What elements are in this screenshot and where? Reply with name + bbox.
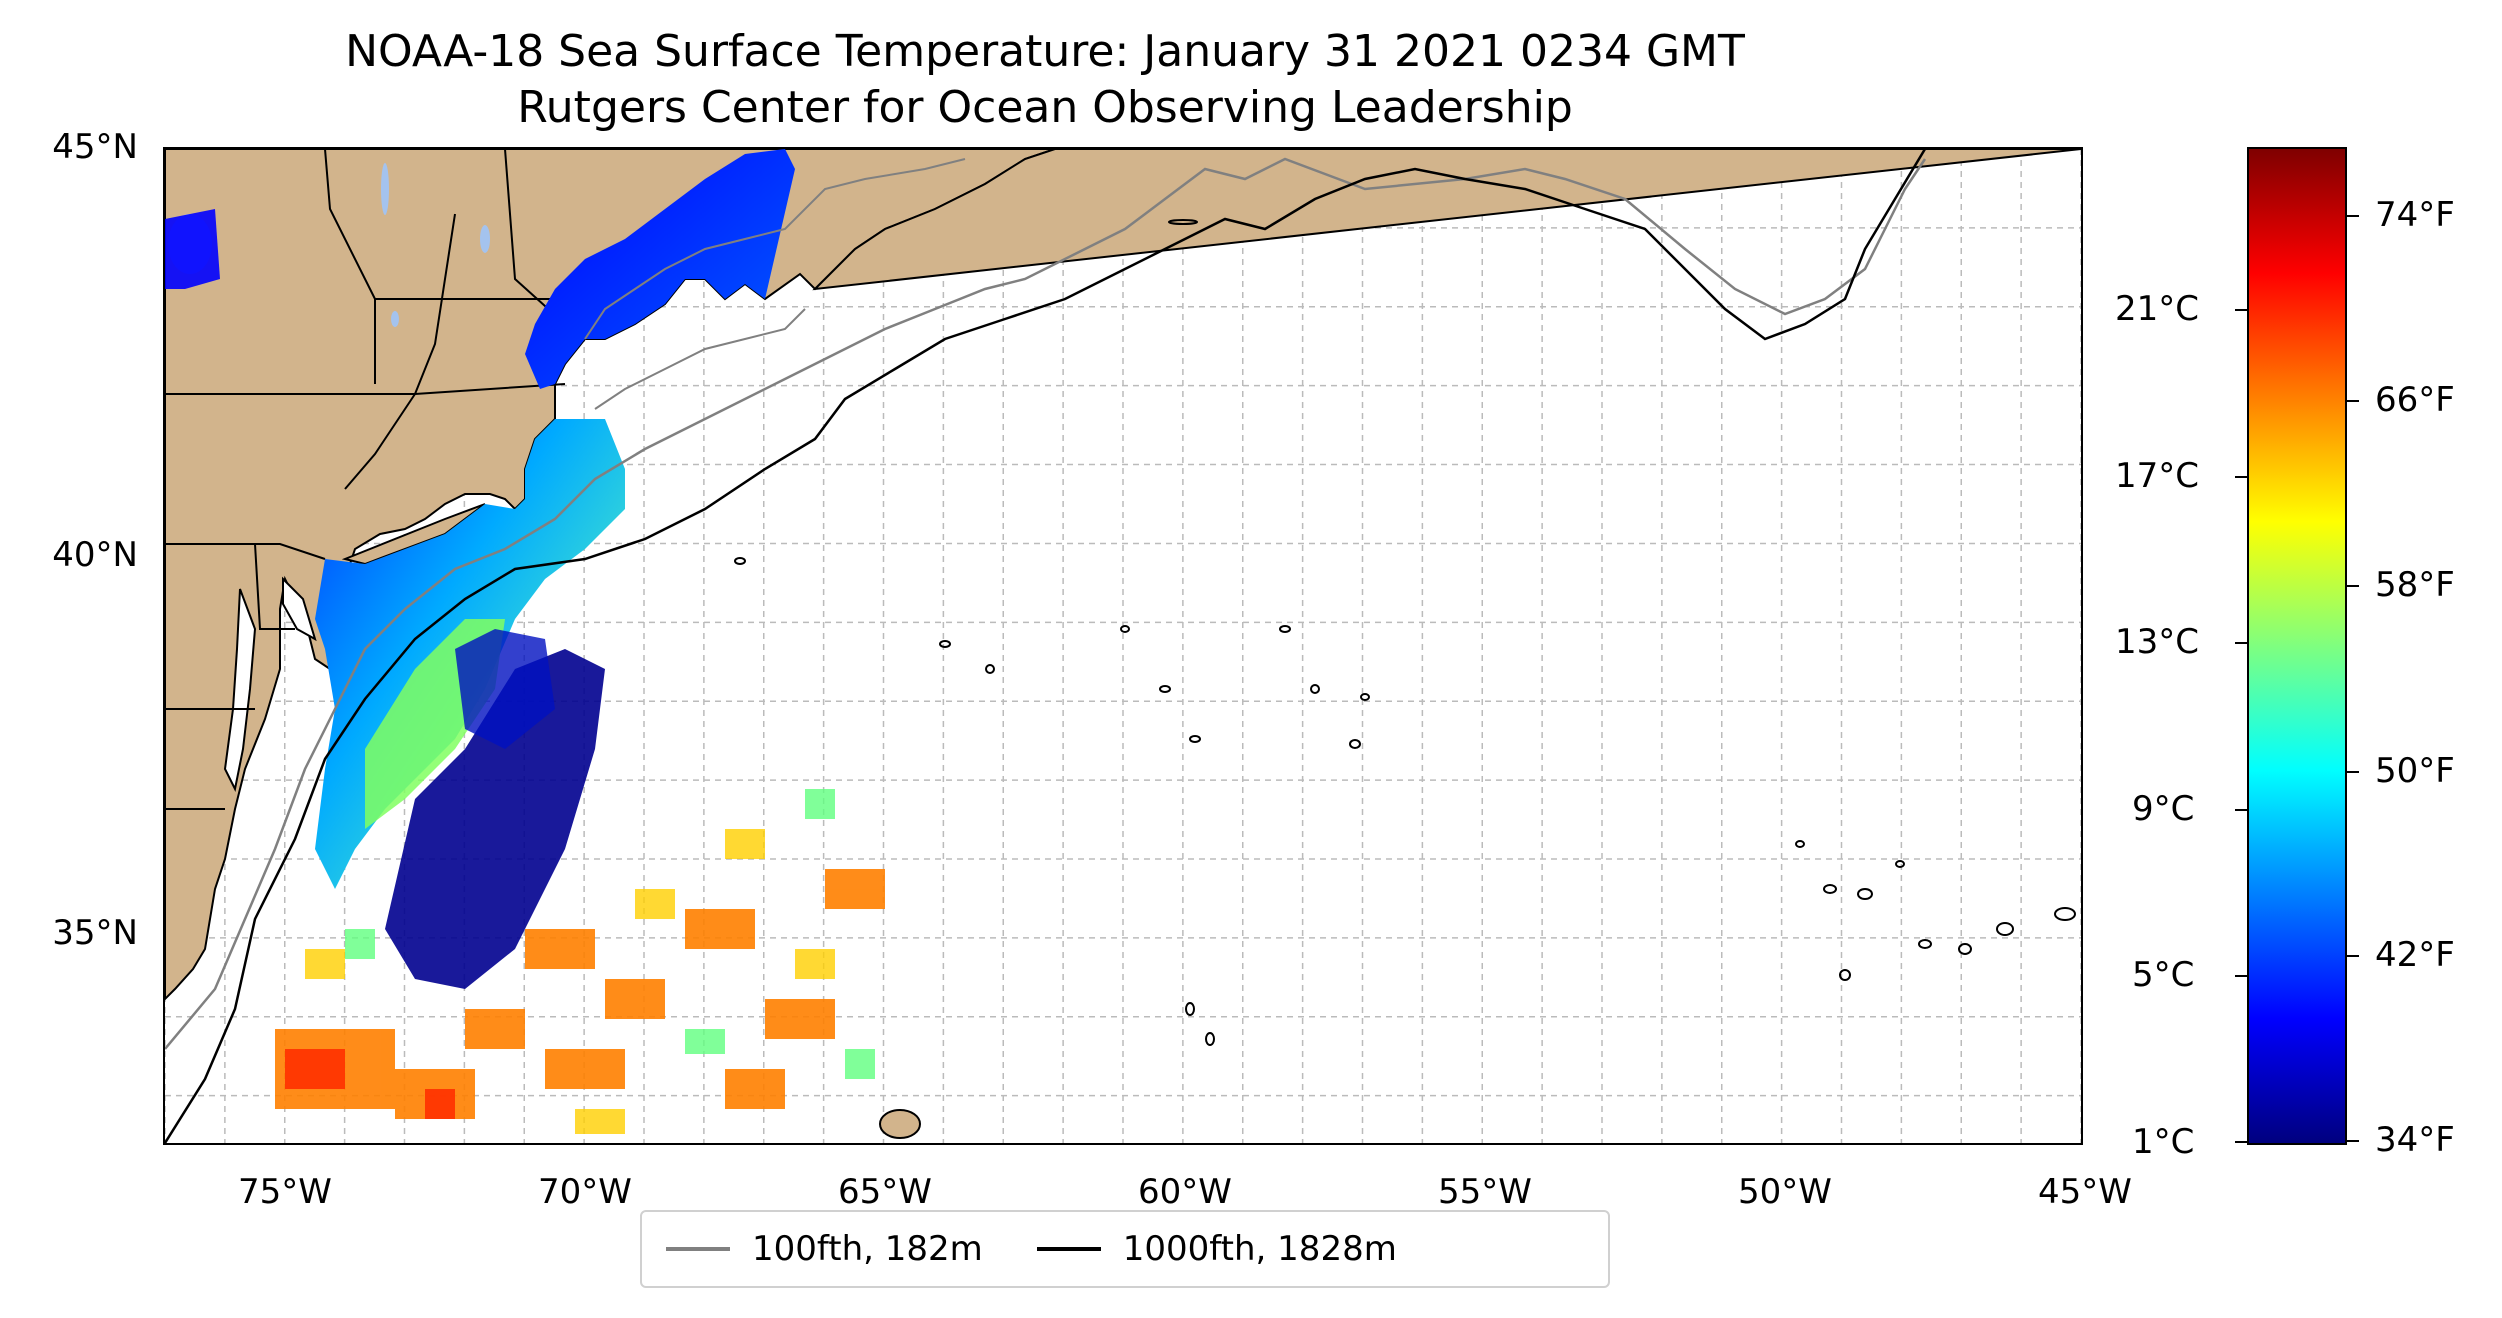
colorbar-c-21: 21°C [2115, 289, 2200, 329]
cb-tick-left-5 [2235, 975, 2247, 977]
colorbar-f-34: 34°F [2375, 1120, 2455, 1160]
lon-label-45w: 45°W [2038, 1172, 2132, 1212]
isobath-100fth [165, 157, 1927, 1050]
delaware-bay [282, 576, 317, 642]
legend-swatch-1000fth [1036, 1247, 1101, 1251]
cb-tick-right-42 [2347, 955, 2359, 957]
colorbar-f-74: 74°F [2375, 195, 2455, 235]
cb-tick-left-17 [2235, 476, 2247, 478]
cb-tick-right-58 [2347, 585, 2359, 587]
land-nova-scotia [812, 149, 2081, 291]
legend-label-1000fth: 1000fth, 1828m [1122, 1229, 1397, 1269]
isobath-legend: 100fth, 182m 1000fth, 1828m [640, 1210, 1610, 1288]
bermuda [879, 1109, 921, 1139]
lat-label-40n: 40°N [52, 535, 138, 575]
colorbar-f-58: 58°F [2375, 565, 2455, 605]
cb-tick-right-34 [2347, 1140, 2359, 1142]
lon-label-60w: 60°W [1138, 1172, 1232, 1212]
legend-item-1000fth: 1000fth, 1828m [1036, 1229, 1397, 1269]
colorbar-c-17: 17°C [2115, 456, 2200, 496]
isobath-1000fth [165, 149, 1927, 1143]
lon-label-75w: 75°W [238, 1172, 332, 1212]
cb-tick-left-1 [2235, 1141, 2247, 1143]
gulf-of-maine-isobath [584, 158, 966, 410]
cb-tick-right-50 [2347, 771, 2359, 773]
lat-label-45n: 45°N [52, 127, 138, 167]
map-canvas [165, 149, 2081, 1143]
chart-title: NOAA-18 Sea Surface Temperature: January… [160, 24, 1930, 136]
lon-label-65w: 65°W [838, 1172, 932, 1212]
title-line-2: Rutgers Center for Ocean Observing Leade… [517, 82, 1573, 133]
colorbar-f-50: 50°F [2375, 751, 2455, 791]
cb-tick-left-13 [2235, 642, 2247, 644]
sst-map[interactable] [163, 147, 2083, 1145]
sst-data [165, 149, 885, 1134]
title-line-1: NOAA-18 Sea Surface Temperature: January… [345, 26, 1745, 77]
chesapeake-bay [223, 588, 257, 793]
colorbar-c-1: 1°C [2132, 1122, 2195, 1162]
legend-label-100fth: 100fth, 182m [752, 1229, 983, 1269]
colorbar-c-9: 9°C [2132, 789, 2195, 829]
temperature-colorbar [2247, 147, 2347, 1145]
lon-label-55w: 55°W [1438, 1172, 1532, 1212]
lon-label-70w: 70°W [538, 1172, 632, 1212]
colorbar-c-13: 13°C [2115, 622, 2200, 662]
lon-label-50w: 50°W [1738, 1172, 1832, 1212]
cb-tick-left-21 [2235, 309, 2247, 311]
legend-item-100fth: 100fth, 182m [666, 1229, 983, 1269]
land-north-america [165, 149, 1056, 1001]
colorbar-f-66: 66°F [2375, 380, 2455, 420]
colorbar-f-42: 42°F [2375, 935, 2455, 975]
seamounts [734, 219, 2076, 1046]
cb-tick-right-74 [2347, 215, 2359, 217]
cb-tick-right-66 [2347, 400, 2359, 402]
cb-tick-left-9 [2235, 809, 2247, 811]
colorbar-c-5: 5°C [2132, 955, 2195, 995]
legend-swatch-100fth [666, 1247, 730, 1251]
lat-label-35n: 35°N [52, 913, 138, 953]
